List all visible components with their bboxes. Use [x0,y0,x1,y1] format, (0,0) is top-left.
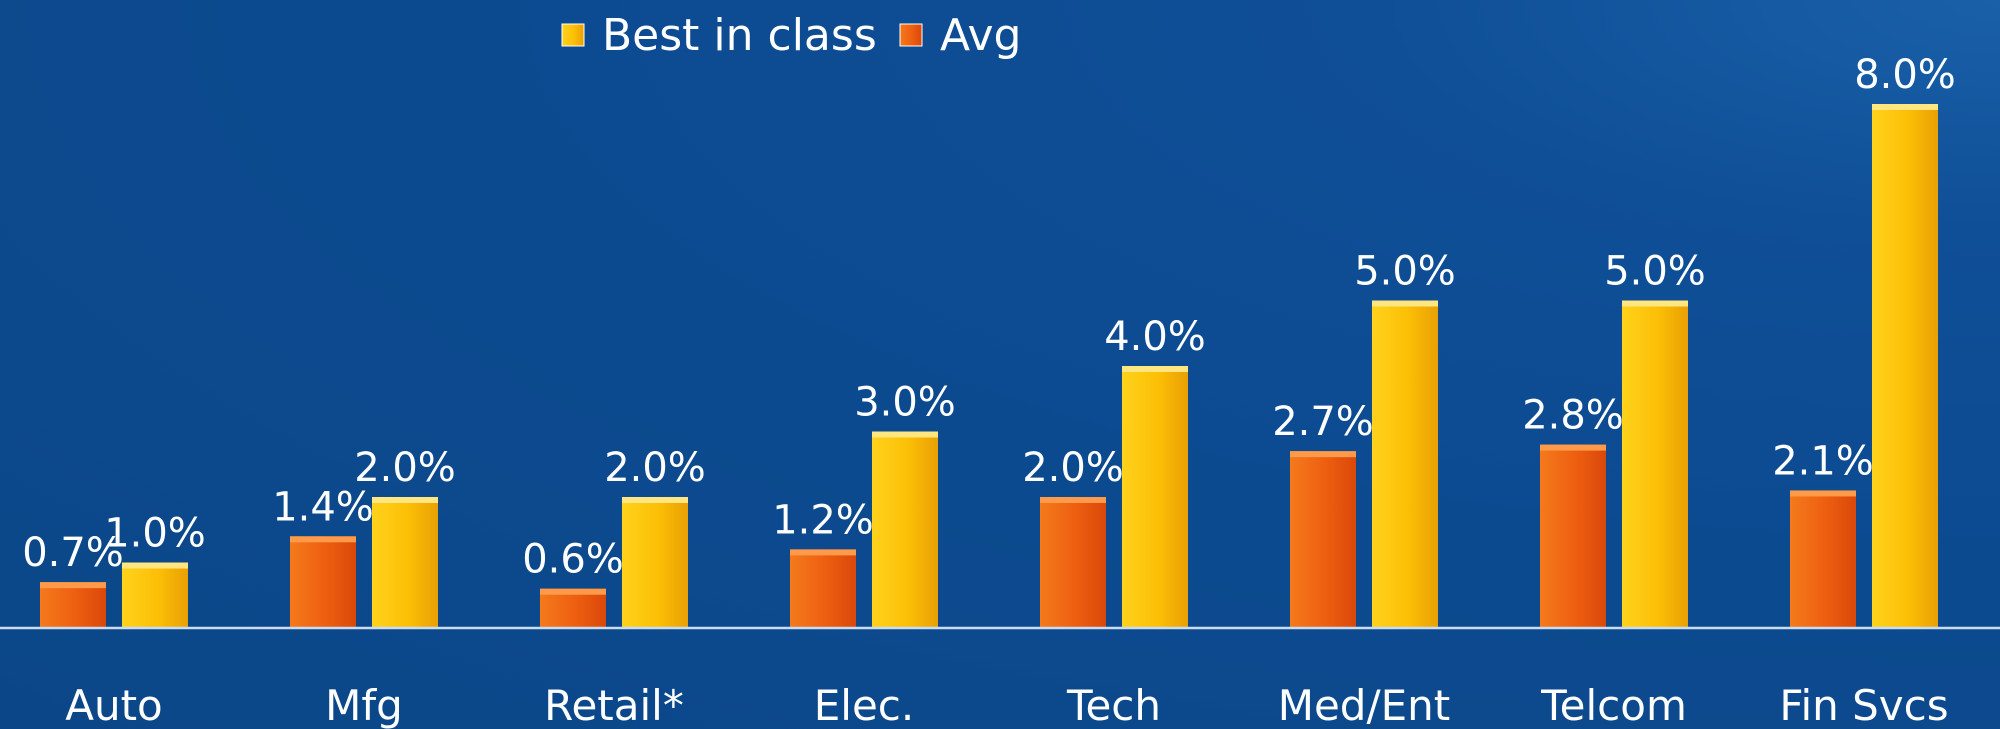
category-label-tech: Tech [1066,681,1161,729]
value-label-avg-retail: 0.6% [522,537,624,583]
bar-best-in-class-mfg [372,497,438,628]
category-label-auto: Auto [65,681,163,729]
legend-label-avg: Avg [940,10,1022,61]
bar-cap-avg-auto [40,582,106,589]
bar-best-in-class-elec [872,431,938,628]
bar-cap-avg-tech [1040,497,1106,503]
legend-label-best-in-class: Best in class [602,10,877,61]
bar-cap-avg-retail [540,588,606,595]
value-label-avg-med-ent: 2.7% [1272,399,1374,445]
value-label-best-in-class-mfg: 2.0% [354,445,456,491]
bar-cap-avg-med-ent [1290,451,1356,458]
bar-cap-best-in-class-fin-svcs [1872,104,1938,110]
value-label-best-in-class-med-ent: 5.0% [1354,249,1456,295]
category-label-retail: Retail* [544,681,684,729]
bar-avg-tech [1040,497,1106,628]
value-label-avg-mfg: 1.4% [272,484,374,530]
bar-best-in-class-retail [622,497,688,628]
bar-best-in-class-telcom [1622,300,1688,628]
bar-best-in-class-med-ent [1372,300,1438,628]
category-label-fin-svcs: Fin Svcs [1779,681,1948,729]
value-label-avg-tech: 2.0% [1022,445,1124,491]
category-labels-group: Auto Mfg Retail* Elec. Tech Med/Ent Telcom Fin … [65,681,1948,729]
category-label-mfg: Mfg [325,681,403,729]
bar-avg-elec [790,549,856,628]
category-label-elec: Elec. [814,681,915,729]
bar-best-in-class-auto [122,562,188,628]
value-label-best-in-class-elec: 3.0% [854,380,956,426]
value-label-best-in-class-tech: 4.0% [1104,314,1206,360]
value-label-best-in-class-auto: 1.0% [104,511,206,557]
value-label-avg-telcom: 2.8% [1522,393,1624,439]
bar-best-in-class-fin-svcs [1872,104,1938,628]
bar-avg-telcom [1540,444,1606,628]
category-label-telcom: Telcom [1540,681,1687,729]
bar-cap-best-in-class-mfg [372,497,438,503]
value-label-avg-elec: 1.2% [772,497,874,543]
value-label-best-in-class-retail: 2.0% [604,445,706,491]
bar-cap-avg-elec [790,549,856,556]
bar-avg-auto [40,582,106,628]
bar-best-in-class-tech [1122,366,1188,628]
legend-swatch-avg [899,23,923,47]
bar-avg-retail [540,588,606,628]
value-labels-group: 0.7%1.0%1.4%2.0%0.6%2.0%1.2%3.0%2.0%4.0%… [22,52,1956,583]
bar-avg-med-ent [1290,451,1356,628]
bar-cap-best-in-class-telcom [1622,300,1688,307]
chart-legend: Best in class Avg [561,10,1022,61]
value-label-best-in-class-fin-svcs: 8.0% [1854,52,1956,98]
bar-avg-mfg [290,536,356,628]
bar-cap-avg-fin-svcs [1790,490,1856,497]
bar-cap-best-in-class-elec [872,431,938,438]
legend-swatch-best-in-class [561,23,585,47]
bar-cap-best-in-class-auto [122,562,188,569]
category-label-med-ent: Med/Ent [1278,681,1451,729]
bar-cap-best-in-class-retail [622,497,688,503]
bar-cap-avg-telcom [1540,444,1606,451]
bar-cap-best-in-class-med-ent [1372,300,1438,307]
bar-cap-avg-mfg [290,536,356,543]
value-label-avg-fin-svcs: 2.1% [1772,438,1874,484]
value-label-avg-auto: 0.7% [22,530,124,576]
bar-avg-fin-svcs [1790,490,1856,628]
bar-cap-best-in-class-tech [1122,366,1188,372]
bars-group [40,104,1938,628]
value-label-best-in-class-telcom: 5.0% [1604,249,1706,295]
